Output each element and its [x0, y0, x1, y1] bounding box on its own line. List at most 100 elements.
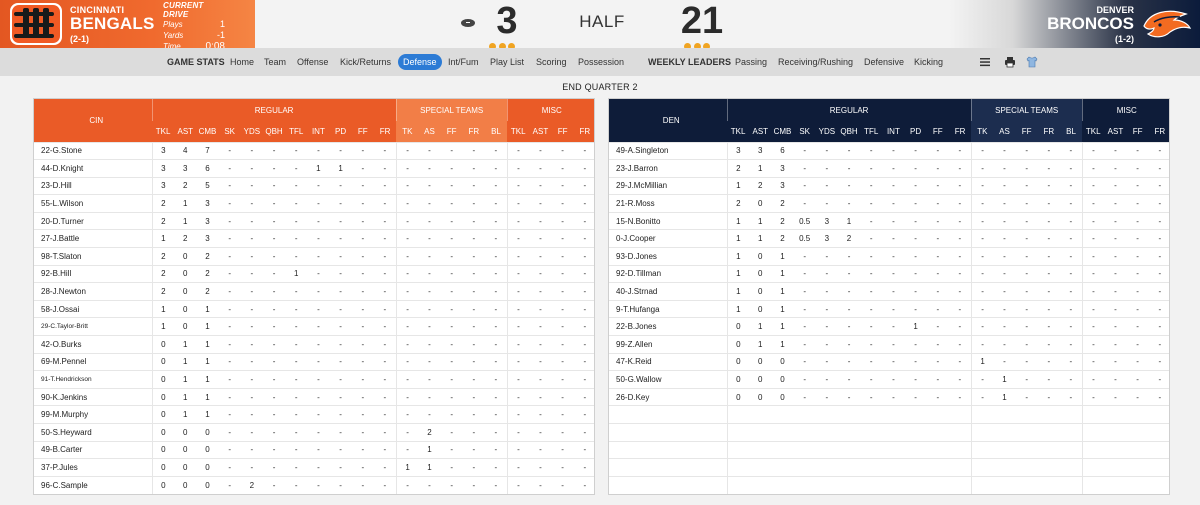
player-name[interactable]: 15-N.Bonitto	[609, 211, 727, 230]
stat-cell: 0	[749, 352, 772, 371]
player-name[interactable]: 93-D.Jones	[609, 247, 727, 266]
player-name[interactable]: 92-D.Tillman	[609, 264, 727, 283]
tab-int-fum[interactable]: Int/Fum	[448, 57, 479, 67]
stat-cell: -	[484, 282, 508, 301]
player-name[interactable]: 0-J.Cooper	[609, 229, 727, 248]
stat-cell: -	[815, 159, 838, 178]
stat-cell: -	[285, 229, 308, 248]
player-name[interactable]: 99-M.Murphy	[34, 405, 152, 424]
stat-cell: -	[1148, 299, 1169, 318]
player-name[interactable]: 37-P.Jules	[34, 458, 152, 477]
column-header-ff: FF	[440, 121, 463, 142]
stat-cell: -	[240, 458, 263, 477]
stat-cell: -	[351, 264, 374, 283]
tab-scoring[interactable]: Scoring	[536, 57, 567, 67]
stat-cell: -	[551, 264, 574, 283]
player-name[interactable]: 44-D.Knight	[34, 159, 152, 178]
stat-cell: -	[262, 423, 286, 442]
stat-cell: -	[351, 387, 374, 406]
stat-cell: -	[262, 264, 286, 283]
stat-cell: 3	[151, 176, 175, 195]
stat-cell: -	[815, 352, 838, 371]
player-name[interactable]: 55-L.Wilson	[34, 194, 152, 213]
player-name[interactable]: 26-D.Key	[609, 387, 727, 406]
empty-row	[609, 475, 1169, 494]
stat-cell: -	[1015, 264, 1038, 283]
stat-cell: -	[329, 370, 352, 389]
player-name[interactable]: 23-D.Hill	[34, 176, 152, 195]
player-name[interactable]: 47-K.Reid	[609, 352, 727, 371]
player-name[interactable]: 29-J.McMillian	[609, 176, 727, 195]
stat-cell: -	[218, 370, 241, 389]
stat-cell: -	[1037, 335, 1060, 354]
stat-cell: -	[926, 247, 949, 266]
stat-cell: -	[904, 159, 927, 178]
stat-cell: -	[506, 423, 530, 442]
leaders-tab-receiving-rushing[interactable]: Receiving/Rushing	[778, 57, 854, 67]
player-name[interactable]: 91-T.Hendrickson	[34, 370, 152, 389]
stat-cell: -	[970, 317, 994, 336]
leaders-tab-defensive[interactable]: Defensive	[864, 57, 905, 67]
stat-cell: -	[815, 370, 838, 389]
stat-cell: -	[329, 141, 352, 160]
stat-cell: 1	[771, 247, 794, 266]
jersey-icon[interactable]	[1026, 56, 1038, 68]
player-name[interactable]: 96-C.Sample	[34, 475, 152, 494]
stat-cell: -	[307, 370, 330, 389]
player-name[interactable]: 23-J.Barron	[609, 159, 727, 178]
player-name[interactable]: 49-B.Carter	[34, 440, 152, 459]
stat-cell: -	[1015, 317, 1038, 336]
player-name[interactable]: 49-A.Singleton	[609, 141, 727, 160]
stat-cell: -	[1037, 317, 1060, 336]
tab-offense[interactable]: Offense	[297, 57, 329, 67]
stat-cell: 0	[174, 423, 197, 442]
player-name[interactable]: 58-J.Ossai	[34, 299, 152, 318]
player-name[interactable]: 50-S.Heyward	[34, 423, 152, 442]
player-name[interactable]: 98-T.Slaton	[34, 247, 152, 266]
stat-cell: -	[970, 299, 994, 318]
stat-cell: -	[815, 317, 838, 336]
tab-possession[interactable]: Possession	[578, 57, 625, 67]
stat-cell: -	[573, 247, 594, 266]
stat-cell: -	[506, 317, 530, 336]
stat-cell: -	[970, 370, 994, 389]
stat-cell: -	[926, 159, 949, 178]
tab-team[interactable]: Team	[264, 57, 287, 67]
player-name[interactable]: 69-M.Pennel	[34, 352, 152, 371]
stat-cell: -	[904, 247, 927, 266]
player-name[interactable]: 90-K.Jenkins	[34, 387, 152, 406]
stat-cell: -	[462, 282, 485, 301]
stat-cell: -	[262, 211, 286, 230]
stat-cell: -	[462, 211, 485, 230]
stat-cell: -	[418, 211, 441, 230]
stat-cell: -	[329, 282, 352, 301]
stat-cell: -	[440, 387, 463, 406]
menu-icon[interactable]	[979, 56, 991, 68]
player-name[interactable]: 9-T.Hufanga	[609, 299, 727, 318]
column-header-ff: FF	[926, 121, 949, 142]
player-name[interactable]: 92-B.Hill	[34, 264, 152, 283]
player-name[interactable]: 20-D.Turner	[34, 211, 152, 230]
leaders-tab-passing[interactable]: Passing	[735, 57, 768, 67]
tab-play-list[interactable]: Play List	[490, 57, 525, 67]
print-icon[interactable]	[1004, 56, 1016, 68]
stat-cell: -	[1126, 176, 1149, 195]
player-name[interactable]: 22-B.Jones	[609, 317, 727, 336]
stat-cell: 1	[749, 317, 772, 336]
player-name[interactable]: 99-Z.Allen	[609, 335, 727, 354]
player-name[interactable]: 50-G.Wallow	[609, 370, 727, 389]
player-name[interactable]: 42-O.Burks	[34, 335, 152, 354]
player-name[interactable]: 29-C.Taylor-Britt	[34, 317, 152, 336]
player-name[interactable]: 28-J.Newton	[34, 282, 152, 301]
player-name[interactable]: 22-G.Stone	[34, 141, 152, 160]
tab-home[interactable]: Home	[230, 57, 255, 67]
player-name[interactable]: 40-J.Strnad	[609, 282, 727, 301]
tab-defense[interactable]: Defense	[398, 54, 442, 70]
stat-cell: 2	[240, 475, 263, 494]
player-name[interactable]: 27-J.Battle	[34, 229, 152, 248]
tab-kick-returns[interactable]: Kick/Returns	[340, 57, 392, 67]
stat-cell: -	[815, 299, 838, 318]
player-name[interactable]: 21-R.Moss	[609, 194, 727, 213]
leaders-tab-kicking[interactable]: Kicking	[914, 57, 944, 67]
home-score: 3	[496, 0, 518, 42]
